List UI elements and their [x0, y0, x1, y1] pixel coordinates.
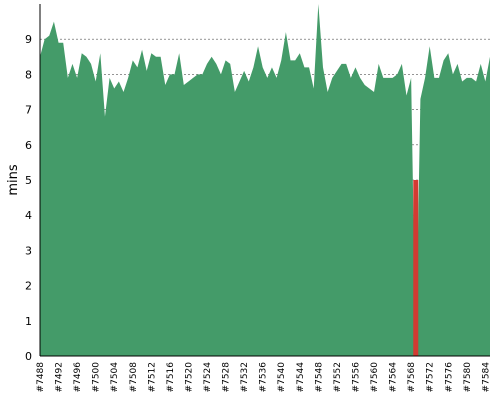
y-tick-label: 8	[25, 68, 32, 81]
y-tick-label: 4	[25, 209, 32, 222]
y-tick-label: 0	[25, 350, 32, 363]
x-tick-label: #7560	[370, 362, 380, 393]
x-tick-label: #7564	[389, 362, 399, 393]
x-tick-label: #7548	[314, 362, 324, 393]
x-tick-label: #7572	[426, 362, 436, 392]
series-area	[40, 4, 490, 356]
x-tick-labels: #7488 #7492 #7496 #7500 #7504 #7508 #7512 #7516…	[36, 362, 491, 393]
x-tick-label: #7536	[259, 362, 269, 393]
x-tick-label: #7496	[73, 362, 83, 393]
x-tick-label: #7488	[36, 362, 46, 393]
y-tick-label: 6	[25, 139, 32, 152]
series-area-path	[40, 4, 490, 356]
x-tick-label: #7500	[92, 362, 102, 393]
y-tick-label: 3	[25, 244, 32, 257]
x-tick-label: #7540	[277, 362, 287, 393]
y-tick-label: 5	[25, 174, 32, 187]
y-tick-label: 2	[25, 280, 32, 293]
x-tick-label: #7532	[240, 362, 250, 392]
y-tick-label: 7	[25, 104, 32, 117]
y-tick-label: 1	[25, 315, 32, 328]
x-tick-label: #7568	[407, 362, 417, 393]
x-tick-label: #7556	[351, 362, 361, 393]
x-tick-label: #7576	[444, 362, 454, 393]
x-tick-label: #7520	[184, 362, 194, 393]
x-tick-label: #7516	[166, 362, 176, 393]
x-tick-label: #7508	[129, 362, 139, 393]
x-tick-label: #7528	[222, 362, 232, 393]
highlight-bar	[413, 180, 419, 356]
x-tick-label: #7512	[147, 362, 157, 392]
y-tick-labels: 0 1 2 3 4 5 6 7 8 9	[25, 33, 32, 363]
x-tick-label: #7544	[296, 362, 306, 393]
y-axis-label: mins	[6, 164, 21, 196]
x-tick-label: #7492	[55, 362, 65, 392]
axes	[39, 4, 490, 357]
x-tick-label: #7584	[481, 362, 491, 393]
x-tick-label: #7552	[333, 362, 343, 392]
x-tick-label: #7580	[463, 362, 473, 393]
x-tick-label: #7524	[203, 362, 213, 393]
highlight-bars	[413, 180, 419, 356]
y-tick-label: 9	[25, 33, 32, 46]
x-tick-label: #7504	[110, 362, 120, 393]
